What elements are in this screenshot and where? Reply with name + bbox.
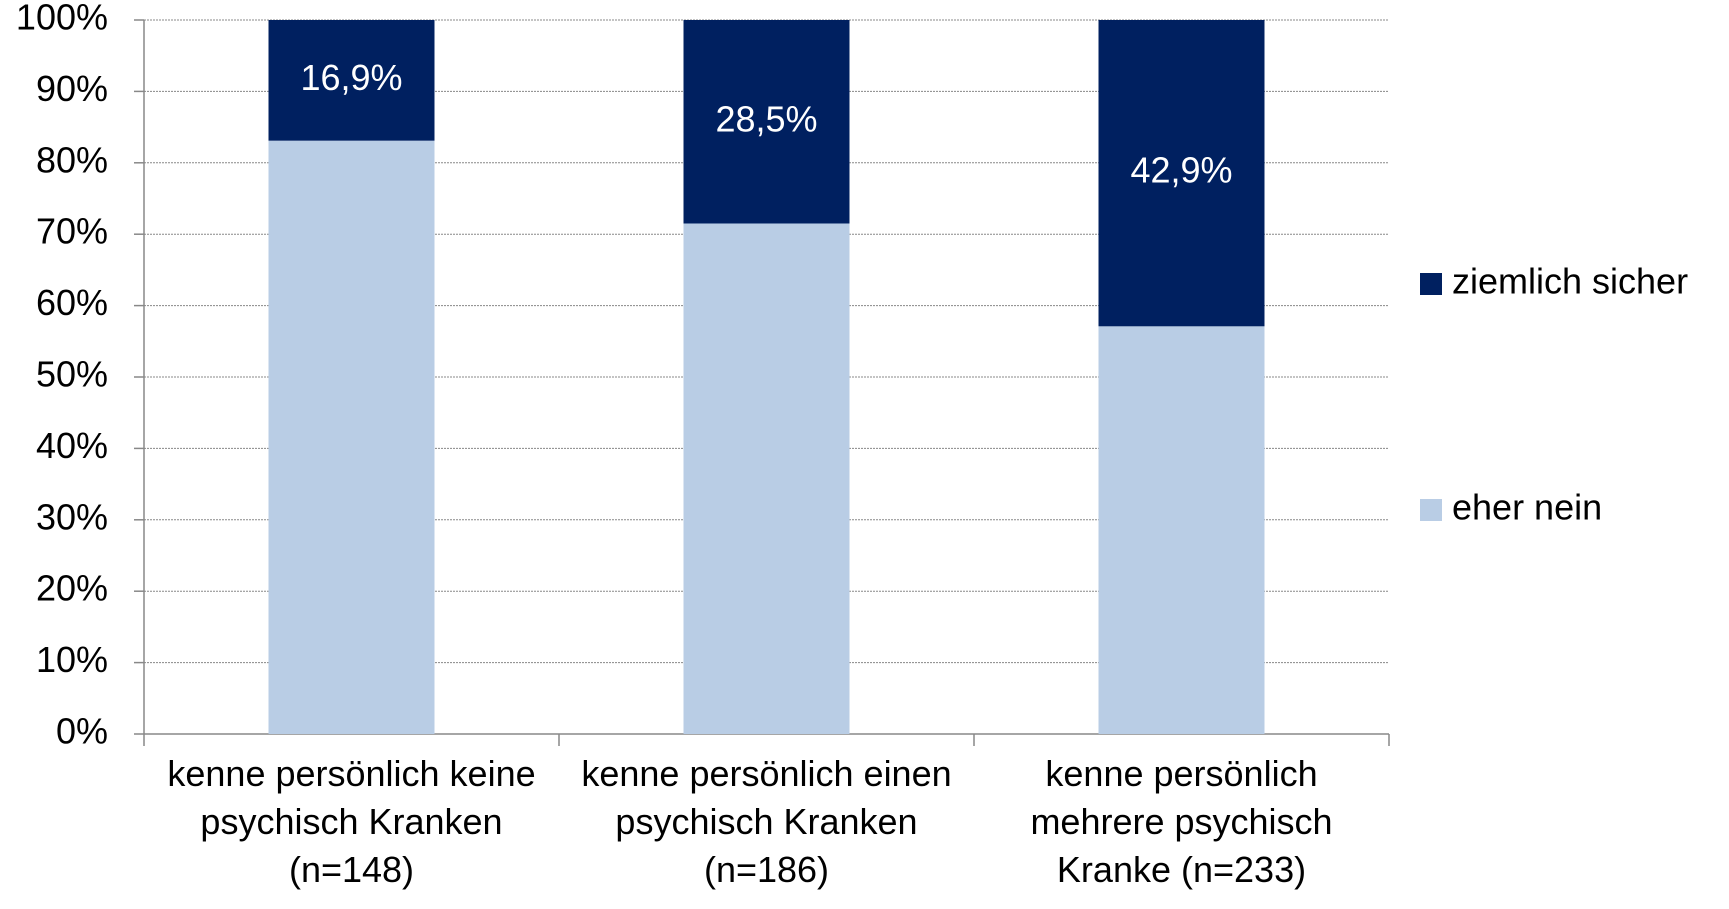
legend-label: eher nein [1452,487,1602,528]
y-tick-label: 0% [56,711,108,752]
y-tick-label: 20% [36,568,108,609]
y-tick-label: 50% [36,354,108,395]
bar-segment [268,140,435,734]
y-tick-label: 60% [36,282,108,323]
y-tick-label: 30% [36,496,108,537]
bar-segment [683,223,850,735]
x-tick-label: kenne persönlich keine psychisch Kranken… [167,753,536,890]
legend-label: ziemlich sicher [1452,261,1688,302]
y-tick-label: 10% [36,639,108,680]
bar-segment [1098,326,1265,734]
y-tick-label: 80% [36,139,108,180]
data-label: 42,9% [1130,150,1232,191]
bar-segment [683,20,850,224]
x-tick-label: kenne persönlich mehrere psychisch Krank… [1030,753,1333,890]
data-label: 28,5% [715,98,817,139]
y-tick-label: 100% [16,0,108,38]
legend-swatch [1420,499,1442,521]
bar-segment [268,20,435,141]
bar-segment [1098,20,1265,327]
x-tick-label: kenne persönlich einen psychisch Kranken… [581,753,952,890]
y-tick-label: 90% [36,68,108,109]
legend-swatch [1420,273,1442,295]
data-label: 16,9% [300,57,402,98]
y-tick-label: 40% [36,425,108,466]
y-tick-label: 70% [36,211,108,252]
